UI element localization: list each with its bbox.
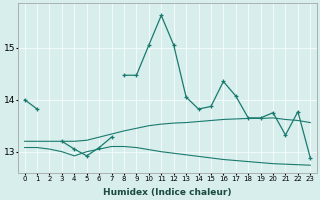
X-axis label: Humidex (Indice chaleur): Humidex (Indice chaleur) — [103, 188, 232, 197]
